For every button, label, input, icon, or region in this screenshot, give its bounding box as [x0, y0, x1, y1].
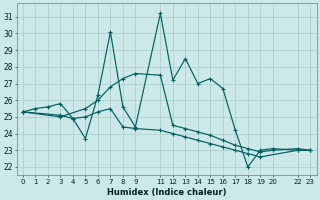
X-axis label: Humidex (Indice chaleur): Humidex (Indice chaleur) [107, 188, 226, 197]
